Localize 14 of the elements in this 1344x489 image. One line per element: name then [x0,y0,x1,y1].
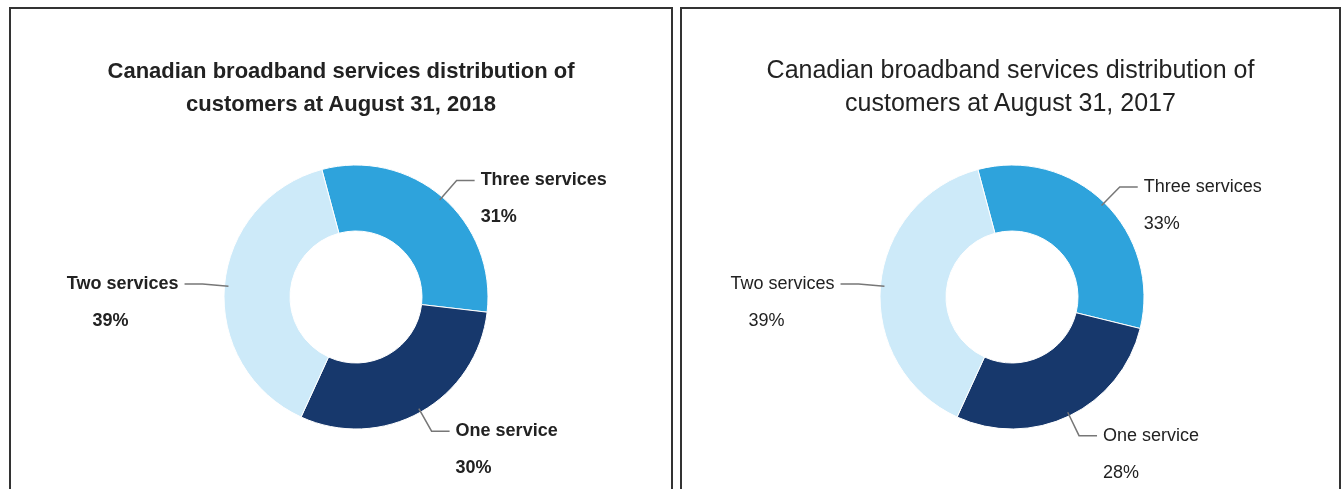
slice-label: One service [1103,424,1200,445]
data-label: 30% [455,457,492,478]
data-label: 28% [1103,461,1140,482]
slice-label: Two services [66,273,179,294]
chart-title: Canadian broadband services distribution of customers at August 31, 2018 [107,58,576,116]
data-label: 39% [748,310,785,331]
slice-label: Two services [730,273,835,294]
data-label: 39% [92,310,129,331]
data-label: 33% [1143,212,1180,233]
slice-label: One service [455,420,558,441]
chart-title: Canadian broadband services distribution of customers at August 31, 2017 [766,55,1255,116]
data-label: 31% [480,206,517,227]
slice-label: Three services [1143,175,1262,196]
slice-label: Three services [480,169,607,190]
